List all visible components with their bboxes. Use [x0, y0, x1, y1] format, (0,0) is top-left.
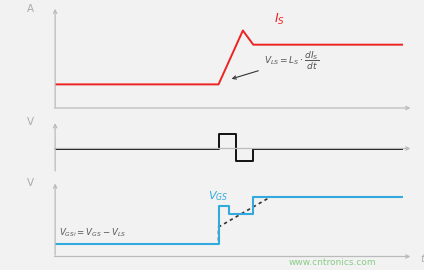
Text: A: A [27, 4, 34, 14]
Text: $I_S$: $I_S$ [274, 12, 285, 27]
Text: V: V [27, 117, 34, 127]
Text: t: t [420, 254, 424, 264]
Text: $V_{LS} = L_S \cdot \dfrac{dI_S}{dt}$: $V_{LS} = L_S \cdot \dfrac{dI_S}{dt}$ [233, 50, 319, 79]
Text: www.cntronics.com: www.cntronics.com [288, 258, 376, 267]
Text: $V_{GS}$: $V_{GS}$ [208, 189, 229, 203]
Text: V: V [27, 178, 34, 188]
Text: $V_{GS\prime} = V_{GS} - V_{LS}$: $V_{GS\prime} = V_{GS} - V_{LS}$ [59, 227, 126, 239]
